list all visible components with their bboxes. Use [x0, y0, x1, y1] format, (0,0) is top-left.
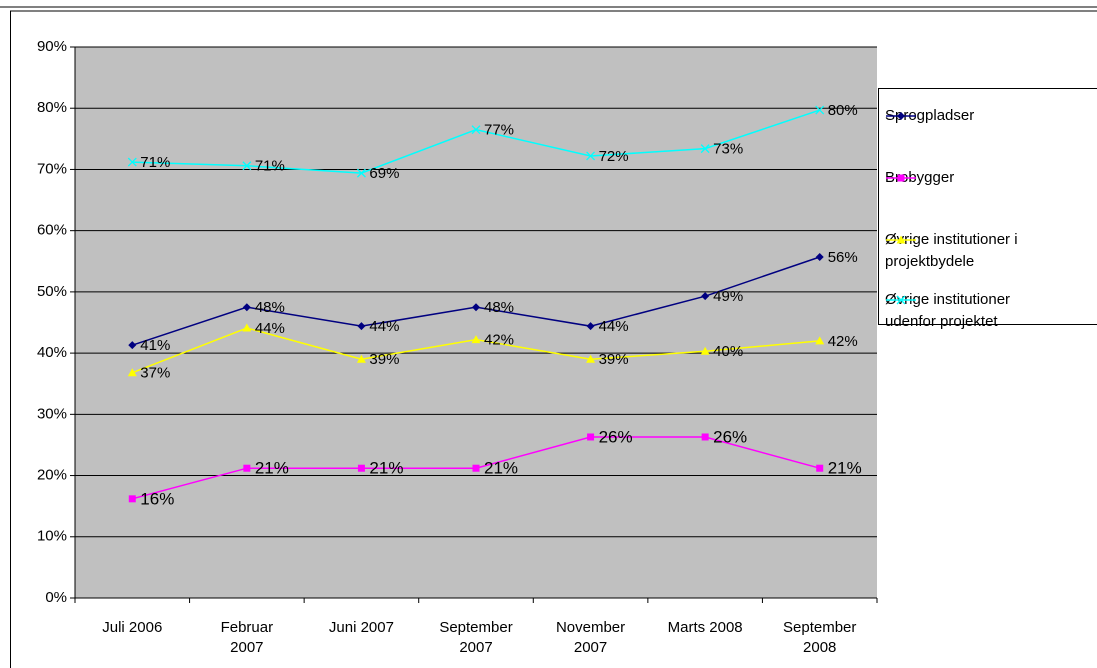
- data-label: 21%: [255, 459, 289, 478]
- marker: [815, 105, 825, 115]
- marker: [700, 346, 710, 355]
- y-tick-label: 90%: [37, 38, 67, 55]
- marker: [700, 144, 710, 154]
- marker: [587, 433, 595, 441]
- marker: [815, 252, 824, 261]
- legend-label: Brobygger: [885, 169, 955, 186]
- data-label: 72%: [599, 148, 629, 165]
- marker: [472, 464, 480, 472]
- y-tick-label: 30%: [37, 405, 67, 422]
- data-label: 49%: [713, 288, 743, 305]
- data-label: 39%: [369, 351, 399, 368]
- data-label: 16%: [140, 489, 174, 508]
- legend-label: Sprogpladser: [885, 107, 975, 124]
- y-tick-label: 70%: [37, 160, 67, 177]
- marker: [127, 368, 137, 377]
- data-label: 40%: [713, 343, 743, 360]
- legend-swatch: [886, 174, 916, 182]
- data-label: 77%: [484, 122, 514, 139]
- legend-item: Sprogpladser: [885, 105, 1055, 127]
- x-tick-label: November 2007: [555, 619, 626, 656]
- y-tick-label: 60%: [37, 222, 67, 239]
- x-tick-label: Februar 2007: [220, 619, 274, 656]
- data-label: 71%: [255, 158, 285, 175]
- plot-area: [75, 47, 877, 598]
- data-label: 48%: [484, 299, 514, 316]
- data-label: 44%: [599, 318, 629, 335]
- marker: [357, 464, 365, 472]
- data-label: 21%: [828, 459, 862, 478]
- marker: [242, 303, 251, 312]
- data-label: 26%: [599, 427, 633, 446]
- legend-item: Øvrige institutioner i projektbydele: [885, 229, 1055, 273]
- legend-swatch: [886, 112, 916, 120]
- y-tick-label: 0%: [45, 589, 67, 606]
- marker: [356, 354, 366, 363]
- data-label: 56%: [828, 249, 858, 266]
- y-tick-label: 40%: [37, 344, 67, 361]
- marker: [897, 112, 905, 120]
- x-tick-label: September 2007: [439, 619, 513, 656]
- data-label: 39%: [599, 351, 629, 368]
- marker: [128, 495, 136, 503]
- legend-label: Øvrige institutioner i projektbydele: [885, 231, 1018, 270]
- y-tick-label: 20%: [37, 467, 67, 484]
- x-tick-label: Marts 2008: [667, 619, 743, 636]
- data-label: 69%: [369, 165, 399, 182]
- legend: Sprogpladser Brobygger Øvrige institutione…: [878, 88, 1097, 330]
- y-tick-label: 50%: [37, 283, 67, 300]
- marker: [816, 464, 824, 472]
- data-label: 21%: [369, 459, 403, 478]
- marker: [243, 464, 251, 472]
- marker: [586, 151, 596, 161]
- x-tick-label: Juni 2007: [328, 619, 394, 636]
- data-label: 48%: [255, 299, 285, 316]
- data-label: 42%: [828, 333, 858, 350]
- marker: [471, 125, 481, 135]
- marker: [472, 303, 480, 312]
- x-tick-label: September 2008: [783, 619, 857, 656]
- data-label: 26%: [713, 427, 747, 446]
- data-label: 41%: [140, 337, 170, 354]
- marker: [127, 157, 137, 167]
- marker: [242, 323, 252, 332]
- data-label: 37%: [140, 365, 170, 382]
- legend-swatch: [886, 235, 916, 244]
- marker: [896, 235, 906, 244]
- y-tick-label: 10%: [37, 528, 67, 545]
- data-label: 44%: [369, 318, 399, 335]
- data-label: 73%: [713, 141, 743, 158]
- marker: [815, 336, 825, 345]
- legend-item: Øvrige institutioner udenfor projektet: [885, 289, 1055, 333]
- marker: [701, 433, 709, 441]
- data-label: 42%: [484, 332, 514, 349]
- marker: [701, 292, 710, 301]
- marker: [586, 322, 595, 331]
- marker: [897, 174, 905, 182]
- marker: [896, 295, 906, 305]
- data-label: 80%: [828, 102, 858, 119]
- data-label: 21%: [484, 459, 518, 478]
- legend-item: Brobygger: [885, 167, 1055, 189]
- data-label: 44%: [255, 320, 285, 337]
- marker: [242, 161, 252, 171]
- legend-swatch: [886, 295, 916, 305]
- y-tick-label: 80%: [37, 99, 67, 116]
- marker: [586, 354, 596, 363]
- marker: [471, 335, 481, 344]
- marker: [356, 168, 366, 178]
- x-tick-label: Juli 2006: [102, 619, 163, 636]
- legend-label: Øvrige institutioner udenfor projektet: [885, 291, 1011, 330]
- data-label: 71%: [140, 154, 170, 171]
- marker: [128, 341, 137, 350]
- marker: [357, 322, 366, 331]
